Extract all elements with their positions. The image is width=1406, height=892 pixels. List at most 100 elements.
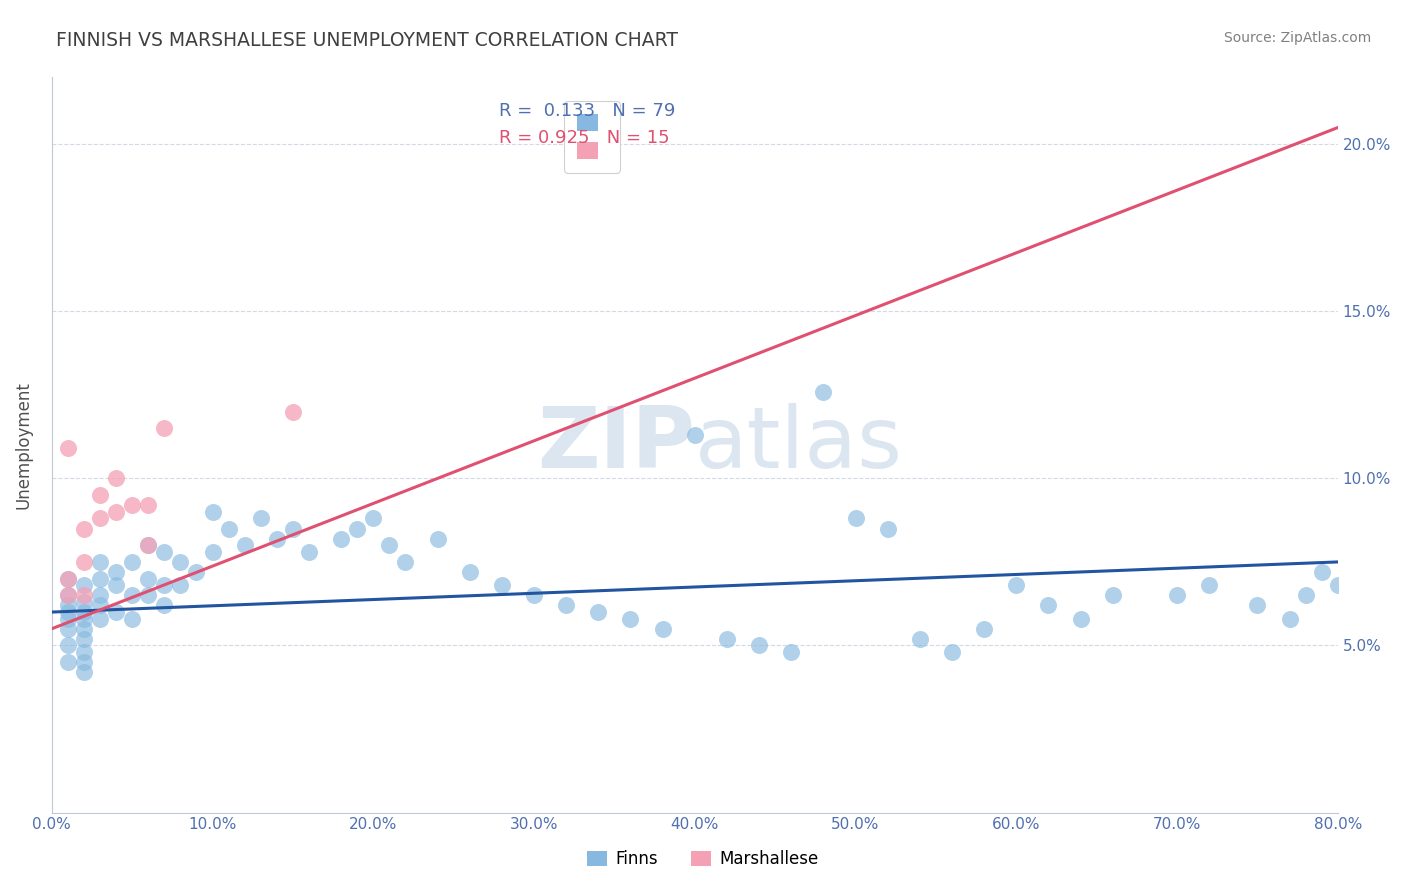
Point [201,505,224,519]
Text: ZIP: ZIP [537,403,695,486]
Point [56,655,79,669]
Point [378,538,401,552]
Legend: Finns, Marshallese: Finns, Marshallese [581,844,825,875]
Point [233,538,256,552]
Legend: , : , [564,101,620,173]
Point [426,532,449,546]
Point [394,555,416,569]
Point [813,384,835,399]
Point [56,622,79,636]
Point [941,645,963,659]
Point [136,588,159,602]
Point [56,572,79,586]
Point [169,555,191,569]
Point [121,612,143,626]
Point [1310,565,1333,579]
Point [973,622,995,636]
Point [266,532,288,546]
Point [844,511,866,525]
Point [73,555,96,569]
Point [56,599,79,613]
Point [105,505,128,519]
Point [651,622,673,636]
Point [908,632,931,646]
Point [330,532,353,546]
Point [1038,599,1060,613]
Point [588,605,610,619]
Point [73,665,96,680]
Point [56,572,79,586]
Point [56,605,79,619]
Point [89,488,111,502]
Point [748,639,770,653]
Point [121,498,143,512]
Point [169,578,191,592]
Point [136,538,159,552]
Point [1198,578,1220,592]
Point [186,565,208,579]
Point [491,578,513,592]
Point [73,522,96,536]
Point [89,588,111,602]
Point [73,632,96,646]
Point [1005,578,1028,592]
Point [89,511,111,525]
Point [555,599,578,613]
Point [89,555,111,569]
Point [105,565,128,579]
Point [73,655,96,669]
Point [56,588,79,602]
Point [73,622,96,636]
Point [153,599,176,613]
Point [89,572,111,586]
Point [1101,588,1123,602]
Point [1278,612,1301,626]
Point [346,522,368,536]
Point [281,404,304,418]
Point [89,599,111,613]
Text: R = 0.925   N = 15: R = 0.925 N = 15 [499,128,669,146]
Point [56,612,79,626]
Point [73,595,96,609]
Point [1166,588,1188,602]
Point [153,578,176,592]
Point [458,565,481,579]
Point [619,612,641,626]
Point [136,572,159,586]
Point [56,639,79,653]
Point [780,645,803,659]
Point [716,632,738,646]
Point [1326,578,1348,592]
Point [1070,612,1092,626]
Point [153,421,176,435]
Point [105,578,128,592]
Text: atlas: atlas [695,403,903,486]
Point [153,545,176,559]
Point [56,442,79,456]
Point [523,588,546,602]
Point [136,498,159,512]
Point [89,612,111,626]
Point [1246,599,1268,613]
Point [298,545,321,559]
Point [136,538,159,552]
Point [876,522,898,536]
Point [249,511,271,525]
Point [201,545,224,559]
Text: Source: ZipAtlas.com: Source: ZipAtlas.com [1223,31,1371,45]
Point [281,522,304,536]
Point [105,471,128,485]
Point [121,588,143,602]
Point [56,588,79,602]
Point [73,588,96,602]
Text: R =  0.133   N = 79: R = 0.133 N = 79 [499,102,676,120]
Point [73,578,96,592]
Point [73,645,96,659]
Text: FINNISH VS MARSHALLESE UNEMPLOYMENT CORRELATION CHART: FINNISH VS MARSHALLESE UNEMPLOYMENT CORR… [56,31,678,50]
Y-axis label: Unemployment: Unemployment [15,381,32,509]
Point [218,522,240,536]
Point [361,511,384,525]
Point [73,605,96,619]
Point [105,605,128,619]
Point [683,428,706,442]
